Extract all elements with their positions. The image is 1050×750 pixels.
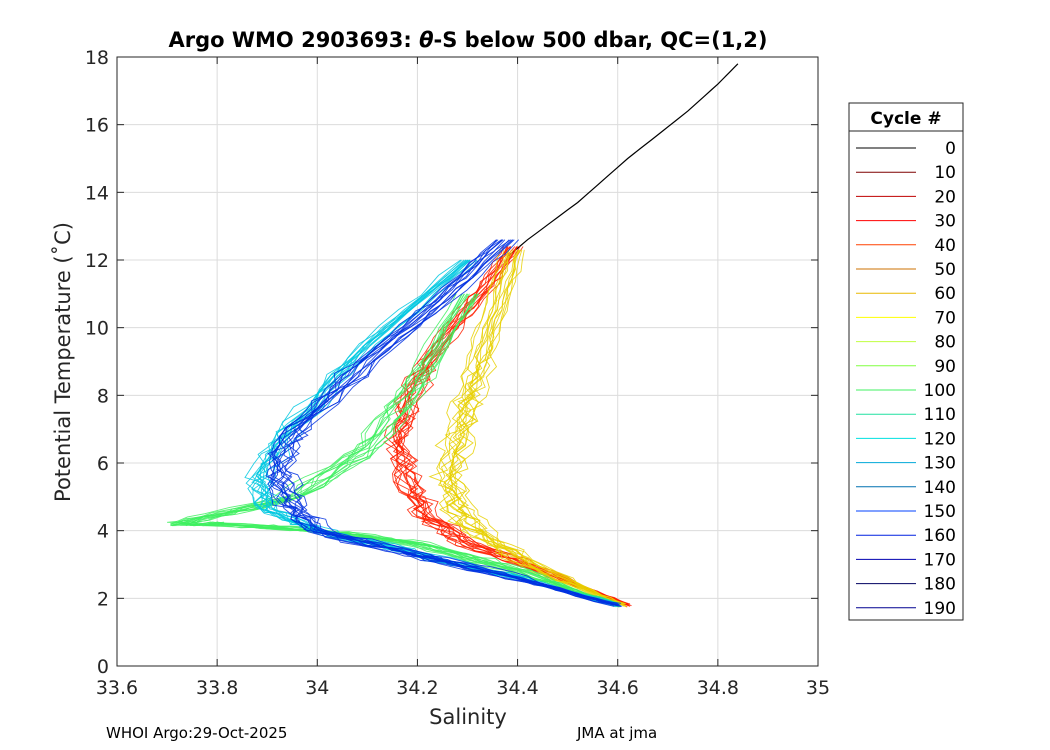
legend-entry-label: 100: [924, 381, 956, 401]
legend-title: Cycle #: [870, 109, 941, 129]
profile-line: [268, 239, 615, 607]
legend-entry-label: 50: [934, 260, 956, 280]
profile-line: [195, 293, 618, 608]
x-tick-label: 33.8: [196, 677, 238, 699]
legend-entry-label: 20: [934, 187, 956, 207]
legend: Cycle # 0 10 20 30 40 50 60 70 80 90 100 110 120 130 1…: [848, 102, 964, 621]
profile-line: [438, 249, 625, 607]
legend-entry-label: 170: [924, 550, 956, 570]
y-tick-label: 6: [97, 453, 109, 475]
x-tick-label: 34.8: [697, 677, 739, 699]
profile-line: [449, 249, 624, 605]
plot-area: [116, 56, 819, 667]
profile-line: [170, 293, 619, 606]
profile-line: [445, 249, 625, 605]
profile-line: [507, 63, 739, 258]
profile-line: [428, 249, 623, 605]
y-tick-label: 4: [97, 521, 109, 543]
x-tick-label: 34.6: [597, 677, 639, 699]
y-tick-label: 2: [97, 588, 109, 610]
series-2: [428, 249, 628, 608]
legend-entry-label: 190: [924, 599, 956, 619]
legend-entry-label: 40: [934, 236, 956, 256]
legend-box: [848, 102, 964, 621]
x-tick-label: 35: [806, 677, 830, 699]
legend-entry-label: 180: [924, 575, 956, 595]
y-tick-label: 0: [97, 656, 109, 678]
legend-entry-label: 30: [934, 212, 956, 232]
profile-line: [251, 259, 620, 607]
legend-entry-label: 80: [934, 333, 956, 353]
legend-entry-label: 90: [934, 357, 956, 377]
legend-entry-label: 160: [924, 526, 956, 546]
profile-line: [182, 293, 618, 604]
y-tick-label: 16: [85, 115, 109, 137]
y-tick-label: 10: [85, 318, 109, 340]
profile-line: [444, 249, 621, 606]
profile-line: [393, 246, 626, 604]
profile-line: [269, 239, 616, 605]
profile-line: [177, 293, 615, 607]
y-tick-label: 12: [85, 250, 109, 272]
series-0: [507, 63, 739, 258]
y-tick-label: 18: [85, 47, 109, 69]
profile-line: [170, 293, 620, 605]
series-5: [265, 239, 623, 608]
legend-entry-label: 110: [924, 405, 956, 425]
profile-line: [180, 293, 619, 605]
x-tick-label: 33.6: [96, 677, 138, 699]
profile-line: [284, 239, 623, 607]
x-axis-label: Salinity: [429, 705, 507, 729]
legend-entry-label: 0: [945, 139, 956, 159]
legend-entry-label: 150: [924, 502, 956, 522]
x-tick-label: 34.4: [496, 677, 538, 699]
data-series: [167, 63, 739, 608]
profile-line: [169, 293, 618, 605]
series-3: [167, 293, 620, 608]
axis-ticks: 33.6 33.8 34 34.2 34.4 34.6 34.8 35 0 2 4 6 8 10 12 14 1…: [85, 47, 830, 699]
profile-line: [447, 249, 626, 605]
profile-line: [395, 246, 629, 606]
profile-line: [437, 249, 624, 604]
profile-line: [453, 249, 626, 605]
x-tick-label: 34: [305, 677, 329, 699]
profile-line: [256, 259, 622, 607]
legend-entry-label: 120: [924, 429, 956, 449]
legend-entry-label: 140: [924, 478, 956, 498]
legend-entry-label: 60: [934, 284, 956, 304]
profile-line: [269, 239, 615, 606]
y-tick-label: 8: [97, 385, 109, 407]
legend-entry-label: 10: [934, 163, 956, 183]
profile-line: [281, 239, 618, 607]
profile-line: [385, 246, 629, 606]
legend-entry-label: 130: [924, 454, 956, 474]
footer-credit: JMA at jma: [577, 724, 658, 742]
y-axis-label: Potential Temperature (˚C): [51, 222, 75, 502]
x-tick-label: 34.2: [396, 677, 438, 699]
legend-entry-label: 70: [934, 308, 956, 328]
y-tick-label: 14: [85, 182, 109, 204]
grid: [116, 56, 819, 667]
chart-title: Argo WMO 2903693: θ-S below 500 dbar, QC…: [168, 28, 767, 52]
footer-source: WHOI Argo:29-Oct-2025: [106, 724, 288, 742]
